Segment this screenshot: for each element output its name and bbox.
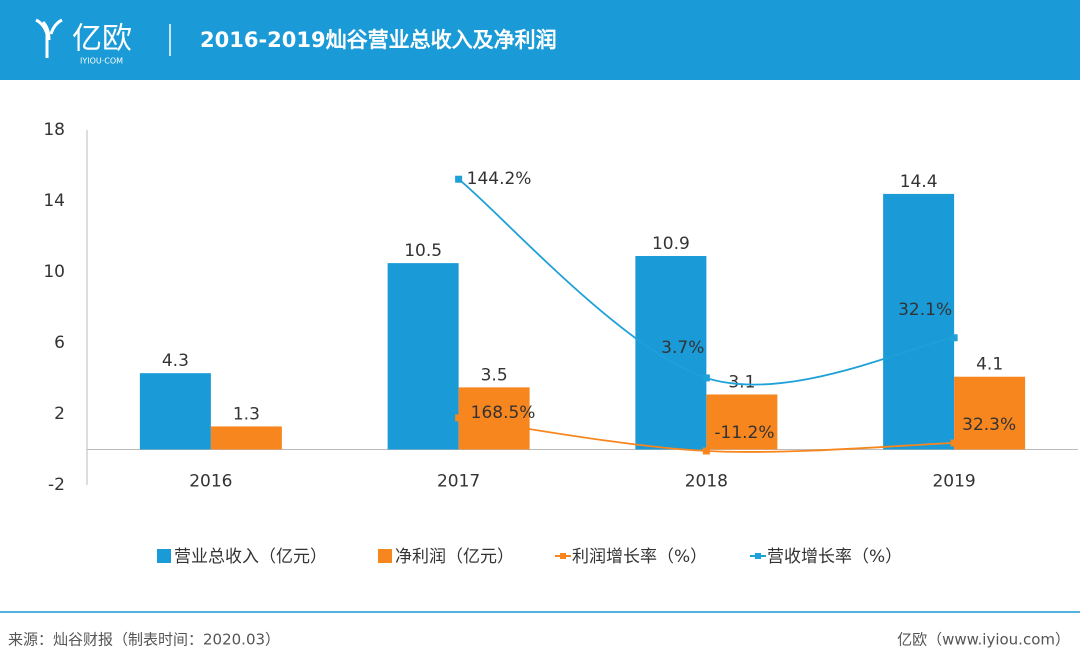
legend-swatch [157,549,171,563]
legend-label: 营业总收入（亿元） [174,547,327,567]
credit: 亿欧（www.iyiou.com） [897,631,1070,649]
bar-value-label: 4.3 [162,351,189,371]
line-marker [455,175,463,183]
y-tick-label: 10 [43,262,65,282]
line-marker [702,374,710,382]
bar [387,263,459,450]
x-tick-label: 2016 [189,472,232,492]
line-value-label: 168.5% [471,403,536,423]
line-value-label: 144.2% [467,169,532,189]
bar [139,373,211,450]
header-bar [0,0,1080,80]
bar [706,394,778,450]
y-tick-label: 14 [43,191,65,211]
chart-title: 2016-2019灿谷营业总收入及净利润 [200,28,557,52]
bar-value-label: 4.1 [976,355,1003,375]
x-tick-label: 2019 [932,472,975,492]
line-marker [702,447,710,455]
line-value-label: -11.2% [714,423,774,443]
bar-value-label: 14.4 [900,172,938,192]
bar-value-label: 3.1 [728,372,755,392]
x-tick-label: 2018 [685,472,728,492]
bar [883,193,955,450]
logo-text: 亿欧 [72,22,132,57]
y-tick-label: 6 [54,333,65,353]
bar-value-label: 1.3 [233,404,260,424]
line-value-label: 3.7% [661,338,704,358]
line-marker [950,334,958,342]
bar-value-label: 10.9 [652,234,690,254]
legend-label: 利润增长率（%） [572,547,707,567]
y-tick-label: -2 [48,475,65,495]
bar [210,426,282,450]
line-marker [950,439,958,447]
legend-label: 净利润（亿元） [395,547,514,567]
bar [954,376,1026,450]
bar [458,387,530,450]
logo-subtext: IYIOU·COM [80,57,123,66]
line-value-label: 32.1% [898,300,952,320]
legend-swatch-marker [560,553,566,559]
line-value-label: 32.3% [962,415,1016,435]
bar-value-label: 10.5 [404,241,442,261]
bar-value-label: 3.5 [481,365,508,385]
legend-swatch-marker [755,553,761,559]
legend-label: 营收增长率（%） [767,547,902,567]
logo-icon [35,18,63,58]
line-marker [455,414,463,422]
x-tick-label: 2017 [437,472,480,492]
y-tick-label: 18 [43,120,65,140]
y-tick-label: 2 [54,404,65,424]
legend-swatch [378,549,392,563]
source-note: 来源：灿谷财报（制表时间：2020.03） [8,631,280,649]
bar [635,256,707,450]
